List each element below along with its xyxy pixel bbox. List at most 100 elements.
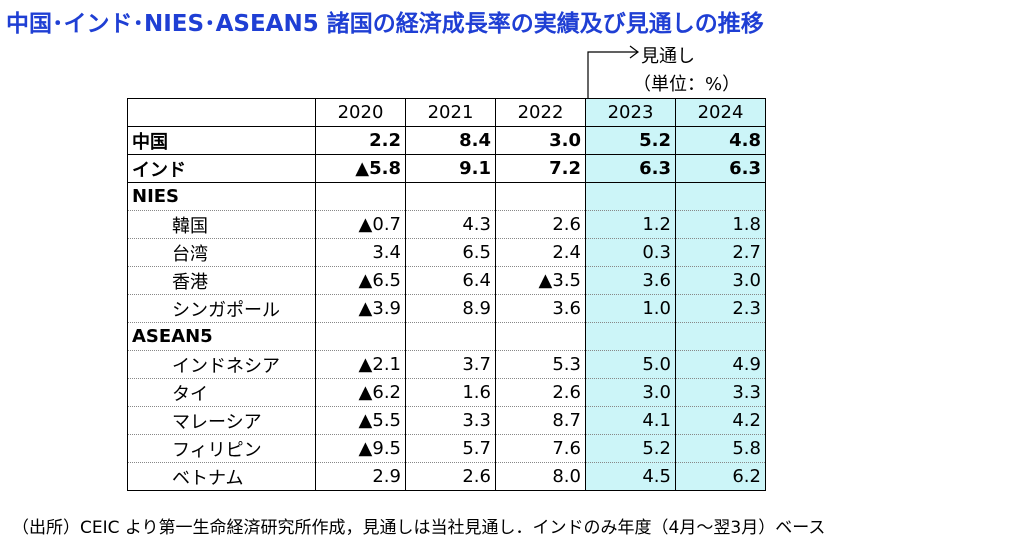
table-row: インドネシア ▲2.1 3.7 5.3 5.0 4.9 [127, 350, 766, 379]
value-cell: 2.4 [495, 238, 586, 267]
value-cell: 3.3 [405, 406, 496, 435]
value-cell: ▲9.5 [315, 434, 406, 463]
value-cell: 2.3 [675, 294, 766, 323]
table-row: シンガポール ▲3.9 8.9 3.6 1.0 2.3 [127, 294, 766, 323]
header-row: 2020 2021 2022 2023 2024 [127, 98, 766, 127]
value-cell: 6.3 [675, 154, 766, 183]
row-label: フィリピン [127, 434, 316, 463]
value-cell: ▲3.5 [495, 266, 586, 295]
value-cell: 3.6 [495, 294, 586, 323]
value-cell: 2.6 [495, 210, 586, 239]
value-cell [585, 182, 676, 211]
row-label: マレーシア [127, 406, 316, 435]
source-footnote: （出所）CEIC より第一生命経済研究所作成，見通しは当社見通し．インドのみ年度… [12, 518, 826, 538]
value-cell [315, 182, 406, 211]
value-cell [675, 182, 766, 211]
table-row: タイ ▲6.2 1.6 2.6 3.0 3.3 [127, 378, 766, 407]
value-cell: 3.6 [585, 266, 676, 295]
value-cell: 4.2 [675, 406, 766, 435]
value-cell: 6.2 [675, 462, 766, 491]
value-cell: 7.2 [495, 154, 586, 183]
value-cell: 2.7 [675, 238, 766, 267]
value-cell: 5.0 [585, 350, 676, 379]
value-cell [675, 322, 766, 351]
value-cell: ▲6.2 [315, 378, 406, 407]
value-cell: 3.0 [675, 266, 766, 295]
value-cell: 8.0 [495, 462, 586, 491]
growth-rate-table: 2020 2021 2022 2023 2024 中国 2.2 8.4 3.0 5.2 4.8 インド… [127, 98, 766, 491]
table-row: 韓国 ▲0.7 4.3 2.6 1.2 1.8 [127, 210, 766, 239]
value-cell: ▲3.9 [315, 294, 406, 323]
row-label: インドネシア [127, 350, 316, 379]
table-row: ASEAN5 [127, 322, 766, 351]
value-cell: 4.3 [405, 210, 496, 239]
value-cell: 3.4 [315, 238, 406, 267]
row-label: ベトナム [127, 462, 316, 491]
value-cell [495, 322, 586, 351]
table-row: インド ▲5.8 9.1 7.2 6.3 6.3 [127, 154, 766, 183]
value-cell: 5.2 [585, 126, 676, 155]
value-cell: 2.6 [495, 378, 586, 407]
value-cell: 1.8 [675, 210, 766, 239]
value-cell: 5.7 [405, 434, 496, 463]
forecast-label: 見通し [641, 46, 695, 67]
value-cell: 1.2 [585, 210, 676, 239]
column-header-2020: 2020 [315, 98, 406, 127]
value-cell [495, 182, 586, 211]
value-cell: ▲6.5 [315, 266, 406, 295]
row-label: 台湾 [127, 238, 316, 267]
value-cell: 5.2 [585, 434, 676, 463]
value-cell: 6.4 [405, 266, 496, 295]
table-row: 香港 ▲6.5 6.4 ▲3.5 3.6 3.0 [127, 266, 766, 295]
page-title: 中国･インド･NIES･ASEAN5 諸国の経済成長率の実績及び見通しの推移 [6, 11, 764, 37]
table-row: 台湾 3.4 6.5 2.4 0.3 2.7 [127, 238, 766, 267]
column-header-2024: 2024 [675, 98, 766, 127]
value-cell: 3.0 [585, 378, 676, 407]
row-label: タイ [127, 378, 316, 407]
value-cell [405, 322, 496, 351]
value-cell: 2.2 [315, 126, 406, 155]
value-cell: ▲5.8 [315, 154, 406, 183]
row-label: NIES [127, 182, 316, 211]
value-cell: 6.5 [405, 238, 496, 267]
value-cell: 5.8 [675, 434, 766, 463]
value-cell: 8.7 [495, 406, 586, 435]
value-cell: 2.6 [405, 462, 496, 491]
value-cell: ▲0.7 [315, 210, 406, 239]
value-cell: 8.4 [405, 126, 496, 155]
value-cell: ▲5.5 [315, 406, 406, 435]
column-header-2022: 2022 [495, 98, 586, 127]
value-cell: 4.8 [675, 126, 766, 155]
unit-label: （単位：%） [633, 74, 741, 95]
value-cell: 4.1 [585, 406, 676, 435]
value-cell: 8.9 [405, 294, 496, 323]
value-cell: 3.7 [405, 350, 496, 379]
row-label: ASEAN5 [127, 322, 316, 351]
row-label: 中国 [127, 126, 316, 155]
column-header-2021: 2021 [405, 98, 496, 127]
row-label: インド [127, 154, 316, 183]
value-cell: 3.3 [675, 378, 766, 407]
value-cell: 1.6 [405, 378, 496, 407]
value-cell [315, 322, 406, 351]
row-label: 香港 [127, 266, 316, 295]
value-cell: 5.3 [495, 350, 586, 379]
value-cell [405, 182, 496, 211]
header-corner [127, 98, 316, 127]
table-row: NIES [127, 182, 766, 211]
column-header-2023: 2023 [585, 98, 676, 127]
value-cell: 6.3 [585, 154, 676, 183]
value-cell: 1.0 [585, 294, 676, 323]
value-cell: 7.6 [495, 434, 586, 463]
table-row: マレーシア ▲5.5 3.3 8.7 4.1 4.2 [127, 406, 766, 435]
value-cell: 4.5 [585, 462, 676, 491]
forecast-arrow-icon [587, 45, 639, 98]
row-label: 韓国 [127, 210, 316, 239]
value-cell: 4.9 [675, 350, 766, 379]
table-row: 中国 2.2 8.4 3.0 5.2 4.8 [127, 126, 766, 155]
table-row: フィリピン ▲9.5 5.7 7.6 5.2 5.8 [127, 434, 766, 463]
table-row: ベトナム 2.9 2.6 8.0 4.5 6.2 [127, 462, 766, 491]
value-cell [585, 322, 676, 351]
value-cell: 0.3 [585, 238, 676, 267]
value-cell: 9.1 [405, 154, 496, 183]
